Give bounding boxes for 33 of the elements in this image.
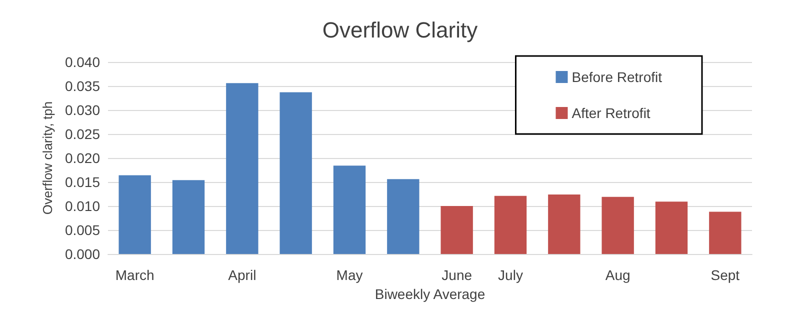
bar [172, 180, 205, 254]
y-tick-label: 0.010 [64, 198, 100, 214]
bar [548, 194, 580, 254]
x-tick-label: April [228, 267, 256, 283]
bar [655, 202, 688, 254]
y-tick-label: 0.005 [64, 222, 100, 238]
bar [118, 175, 151, 254]
bar [387, 179, 420, 254]
x-tick-label: Aug [605, 267, 630, 283]
x-tick-label: March [115, 267, 154, 283]
x-tick-label: July [498, 267, 523, 283]
y-tick-label: 0.035 [64, 78, 100, 94]
bar [709, 212, 742, 254]
y-tick-label: 0.030 [64, 102, 100, 118]
y-tick-label: 0.020 [64, 150, 100, 166]
y-tick-label: 0.015 [64, 174, 100, 190]
x-tick-label: June [442, 267, 472, 283]
chart-title: Overflow Clarity [322, 18, 478, 42]
bar [280, 92, 312, 254]
y-tick-label: 0.000 [64, 246, 100, 262]
bar [440, 206, 473, 254]
x-tick-label: Sept [710, 267, 740, 283]
y-tick-label: 0.040 [64, 54, 100, 70]
x-tick-label: May [336, 267, 363, 283]
legend-label: Before Retrofit [572, 69, 662, 85]
x-axis-title: Biweekly Average [374, 286, 486, 302]
y-axis-title: Overflow clarity, tph [40, 101, 56, 215]
bar [333, 166, 366, 254]
bar [602, 196, 634, 254]
bar [494, 196, 527, 254]
y-tick-label: 0.025 [64, 126, 100, 142]
bar [226, 83, 258, 254]
legend-label: After Retrofit [572, 105, 650, 121]
